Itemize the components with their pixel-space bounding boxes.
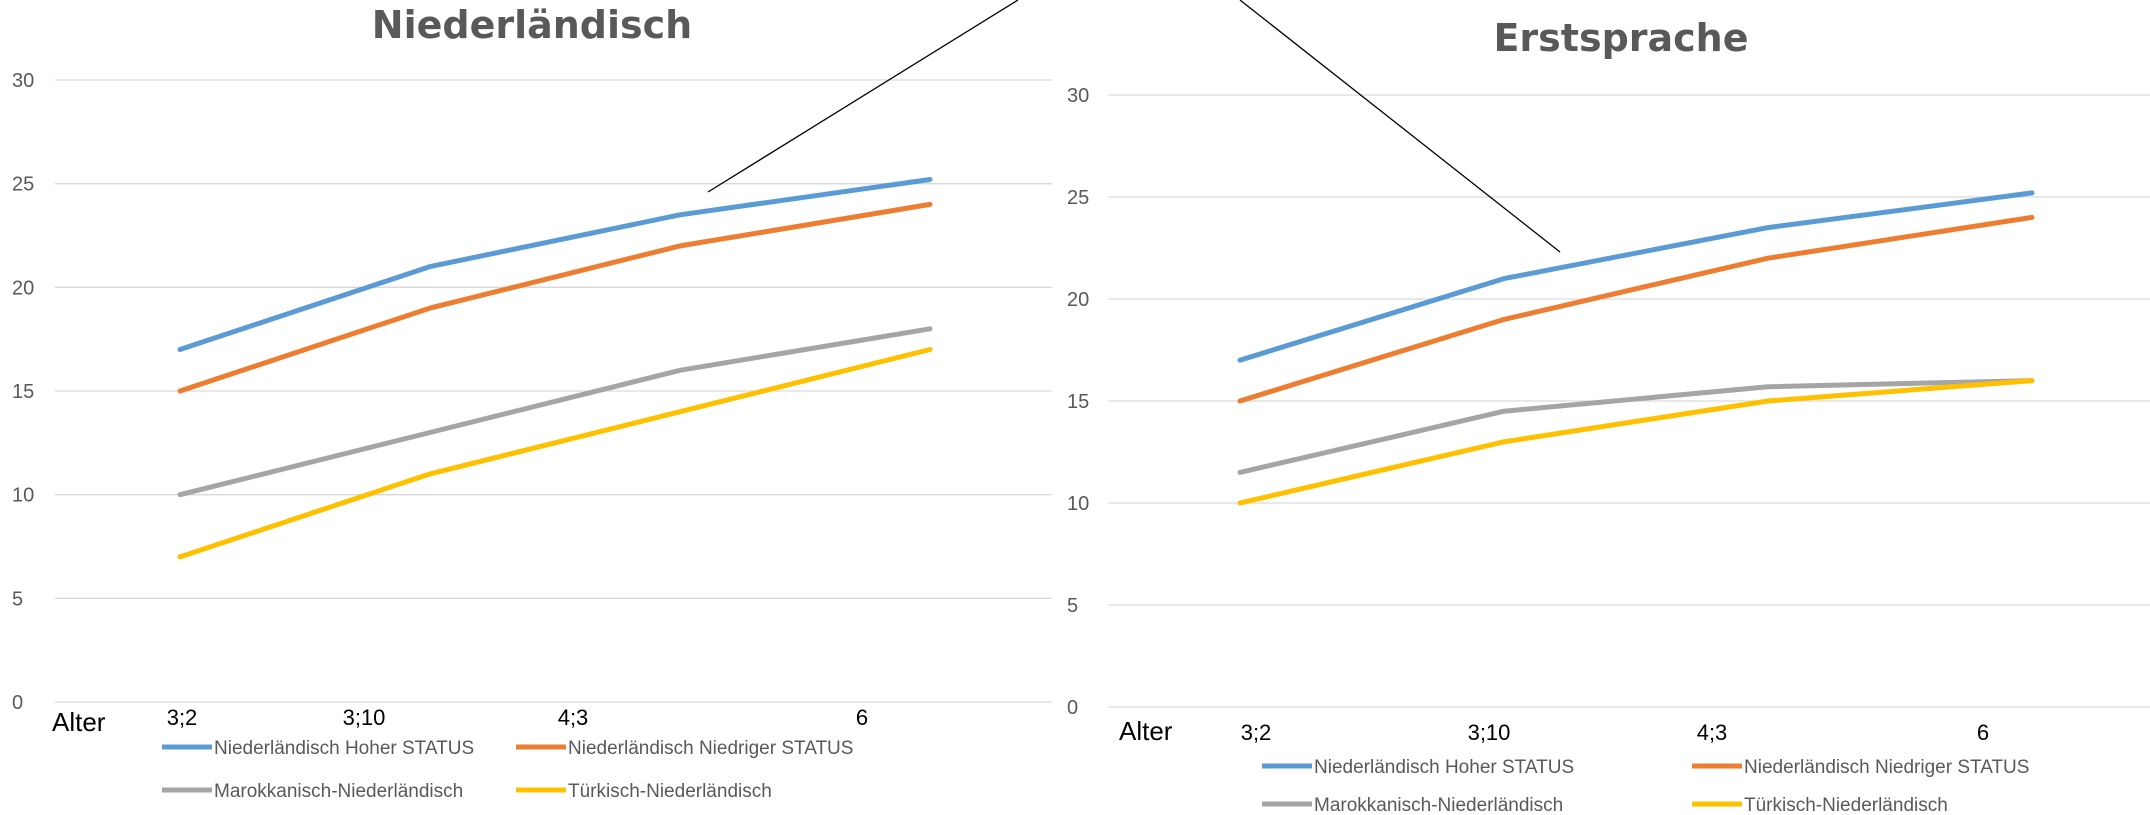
legend-label: Niederländisch Niedriger STATUS bbox=[568, 738, 853, 759]
y-tick-label: 30 bbox=[1067, 85, 1089, 107]
series-line bbox=[1237, 214, 2035, 404]
connector-line bbox=[1239, 0, 1561, 253]
y-tick-label: 25 bbox=[12, 174, 34, 196]
chart-title: Erstsprache bbox=[1493, 16, 1748, 60]
series-line bbox=[1237, 190, 2035, 363]
x-axis-label: Alter bbox=[1119, 716, 1173, 746]
series-lines bbox=[1237, 190, 2035, 506]
y-tick-label: 15 bbox=[12, 381, 34, 403]
y-axis-ticks: 0 5 10 15 20 25 30 bbox=[1067, 85, 1089, 719]
series-line bbox=[177, 201, 933, 394]
x-axis-label: Alter bbox=[52, 707, 106, 737]
series-line bbox=[1237, 378, 2035, 506]
series-line bbox=[177, 347, 933, 560]
y-tick-label: 5 bbox=[12, 588, 23, 610]
y-tick-label: 5 bbox=[1067, 595, 1078, 617]
x-tick-label: 3;10 bbox=[343, 705, 386, 730]
x-tick-label: 4;3 bbox=[1697, 720, 1728, 745]
series-line bbox=[177, 326, 933, 498]
y-tick-label: 10 bbox=[12, 485, 34, 507]
y-tick-label: 20 bbox=[12, 277, 34, 299]
legend-label: Niederländisch Hoher STATUS bbox=[1314, 757, 1574, 778]
y-tick-label: 0 bbox=[12, 692, 23, 714]
legend-label: Türkisch-Niederländisch bbox=[1744, 795, 1948, 815]
chart-erstsprache: Erstsprache 0 5 10 15 20 25 30 Alter 3;2 3;10 4;… bbox=[1067, 16, 2150, 815]
x-tick-label: 3;2 bbox=[1241, 720, 1272, 745]
legend-label: Niederländisch Niedriger STATUS bbox=[1744, 757, 2029, 778]
series-line bbox=[1237, 378, 2035, 475]
legend-label: Niederländisch Hoher STATUS bbox=[214, 738, 474, 759]
x-tick-label: 4;3 bbox=[558, 705, 589, 730]
y-tick-label: 20 bbox=[1067, 289, 1089, 311]
x-axis-ticks: 3;2 3;10 4;3 6 bbox=[167, 705, 868, 730]
y-axis-ticks: 0 5 10 15 20 25 30 bbox=[12, 70, 34, 714]
y-tick-label: 10 bbox=[1067, 493, 1089, 515]
y-tick-label: 30 bbox=[12, 70, 34, 92]
series-lines bbox=[177, 177, 933, 560]
chart-title: Niederländisch bbox=[372, 3, 692, 47]
x-tick-label: 6 bbox=[1977, 720, 1989, 745]
x-tick-label: 3;2 bbox=[167, 705, 198, 730]
legend-label: Marokkanisch-Niederländisch bbox=[214, 781, 463, 802]
legend-label: Marokkanisch-Niederländisch bbox=[1314, 795, 1563, 815]
gridlines bbox=[55, 79, 1052, 703]
legend: Niederländisch Hoher STATUS Niederländisc… bbox=[162, 738, 853, 802]
series-line bbox=[177, 177, 933, 352]
x-tick-label: 3;10 bbox=[1468, 720, 1511, 745]
y-tick-label: 15 bbox=[1067, 391, 1089, 413]
chart-niederlaendisch: Niederländisch 0 5 10 15 20 25 30 Alter 3;2 3;1… bbox=[12, 3, 1052, 802]
legend-label: Türkisch-Niederländisch bbox=[568, 781, 772, 802]
x-tick-label: 6 bbox=[856, 705, 868, 730]
legend: Niederländisch Hoher STATUS Niederländisc… bbox=[1262, 757, 2029, 815]
y-tick-label: 0 bbox=[1067, 697, 1078, 719]
x-axis-ticks: 3;2 3;10 4;3 6 bbox=[1241, 720, 1989, 745]
gridlines bbox=[1108, 94, 2150, 708]
y-tick-label: 25 bbox=[1067, 187, 1089, 209]
connector-line bbox=[707, 0, 1019, 193]
